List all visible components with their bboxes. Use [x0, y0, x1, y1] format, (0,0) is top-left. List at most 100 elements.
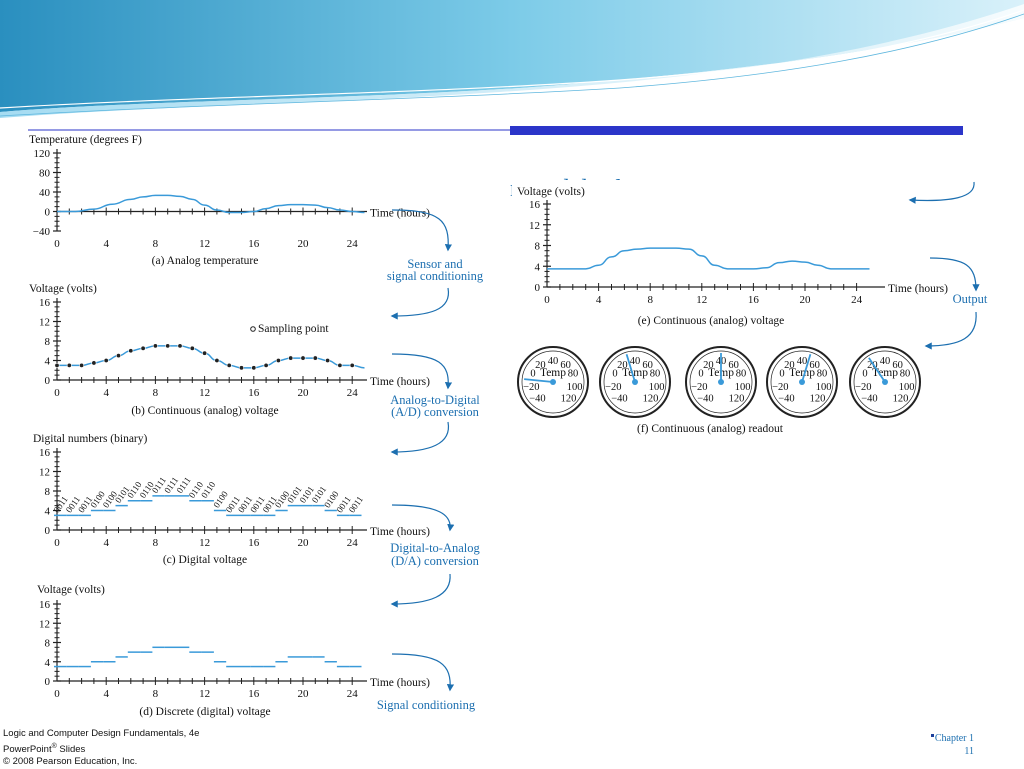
y-tick-label: 0 [45, 525, 51, 537]
x-tick-label: 0 [54, 688, 60, 700]
sampling-point [116, 353, 122, 359]
x-tick-label: 24 [347, 537, 359, 549]
sampling-point [349, 362, 355, 368]
panel-caption: (d) Discrete (digital) voltage [139, 706, 270, 718]
y-tick-label: 4 [45, 506, 51, 518]
chapter-label-text: Chapter 1 [934, 733, 974, 744]
gauge-scale-label: 100 [567, 382, 583, 393]
gauge-needle [801, 353, 812, 383]
x-tick-label: 12 [199, 387, 210, 399]
y-tick-label: 16 [529, 199, 541, 211]
gauge-scale-label: 80 [900, 369, 911, 380]
y-tick-label: 40 [39, 187, 51, 199]
flow-label: Signal conditioning [377, 698, 476, 712]
gauge-scale-label: 40 [880, 356, 891, 367]
x-tick-label: 24 [347, 387, 359, 399]
sampling-point [275, 357, 281, 363]
title-rule-bar [510, 126, 963, 135]
flow-arrow [391, 653, 455, 692]
panel-caption: (a) Analog temperature [152, 255, 259, 267]
panel-e-background [512, 180, 998, 438]
footer-copyright: © 2008 Pearson Education, Inc. [3, 756, 138, 768]
gauge-scale-label: 80 [568, 369, 579, 380]
x-tick-label: 8 [153, 537, 159, 549]
x-tick-label: 16 [248, 537, 260, 549]
x-tick-label: 4 [596, 294, 602, 306]
chart-c: 16 12 8 4 00 4 8 12 16 20 24 Time (hours) Digital nu… [33, 433, 430, 566]
gauge-scale-label: 20 [535, 360, 546, 371]
legend-sampling-point-label: Sampling point [258, 323, 329, 335]
x-tick-label: 24 [347, 238, 359, 250]
sampling-point [128, 348, 134, 354]
gauge-temp-label: Temp [789, 367, 815, 379]
panel-caption: (c) Digital voltage [163, 554, 247, 566]
x-axis-label: Time (hours) [370, 677, 430, 689]
x-tick-label: 16 [248, 238, 260, 250]
chart-b: 16 12 8 4 00 4 8 12 16 20 24 Time (hours) Voltage (v… [29, 283, 430, 417]
y-axis-label: Voltage (volts) [37, 584, 105, 596]
chart-d: 16 12 8 4 00 4 8 12 16 20 24 Time (hours) Voltage (v… [37, 584, 430, 718]
flow-arrow [391, 504, 455, 532]
sampling-point [140, 345, 146, 351]
gauge-scale-label: −40 [697, 394, 713, 405]
gauge-scale-label: 60 [728, 360, 739, 371]
flow-arrow [391, 209, 452, 252]
x-tick-label: 20 [298, 688, 310, 700]
gauge-inner-ring [770, 350, 834, 414]
gauge-scale-label: 60 [560, 360, 571, 371]
gauge-needle [868, 357, 886, 383]
gauge-needle [524, 378, 554, 383]
footer-book-title: Logic and Computer Design Fundamentals, … [3, 728, 200, 739]
gauge-scale-label: −20 [855, 382, 871, 393]
y-tick-label: 120 [34, 148, 51, 160]
gauge-scale-label: 0 [612, 369, 617, 380]
series-line [57, 194, 365, 214]
sampling-point [152, 343, 158, 349]
x-tick-label: 0 [54, 238, 60, 250]
gauge-scale-label: 100 [649, 382, 665, 393]
gauge-scale-label: 40 [797, 356, 808, 367]
x-tick-label: 12 [696, 294, 707, 306]
gauge-scale-label: 100 [735, 382, 751, 393]
gauge-inner-ring [521, 350, 585, 414]
gauge-scale-label: 40 [630, 356, 641, 367]
x-tick-label: 12 [199, 688, 210, 700]
y-tick-label: 12 [529, 220, 540, 232]
sampling-point [239, 365, 245, 371]
gauge-scale-label: 60 [642, 360, 653, 371]
gauge-scale-label: 40 [548, 356, 559, 367]
gauge-scale-label: 80 [817, 369, 828, 380]
gauge-needle [625, 353, 636, 383]
x-tick-label: 8 [153, 238, 159, 250]
gauge-temp-label: Temp [540, 367, 566, 379]
gauge-hub [550, 379, 556, 385]
gauge-scale-label: 20 [703, 360, 714, 371]
flow-label: (A/D) conversion [391, 405, 480, 419]
sampling-point [312, 355, 318, 361]
sampling-point [263, 362, 269, 368]
y-tick-label: 8 [45, 638, 51, 650]
y-tick-label: 16 [39, 599, 51, 611]
footer-registered-mark: ® [51, 742, 57, 750]
sampling-point [103, 357, 109, 363]
x-axis-label: Time (hours) [370, 376, 430, 388]
gauge-scale-label: −20 [772, 382, 788, 393]
x-tick-label: 4 [103, 688, 109, 700]
gauge-scale-label: 60 [892, 360, 903, 371]
flow-arrow [391, 353, 453, 390]
sampling-point [300, 355, 306, 361]
gauge-scale-label: 100 [899, 382, 915, 393]
y-tick-label: −40 [33, 226, 51, 238]
flow-arrow [390, 573, 451, 608]
x-tick-label: 0 [54, 387, 60, 399]
y-tick-label: 0 [535, 282, 541, 294]
gauge-scale-label: 0 [530, 369, 535, 380]
gauge-scale-label: 120 [643, 394, 659, 405]
y-tick-label: 12 [39, 317, 50, 329]
series-line [57, 345, 365, 369]
x-tick-label: 24 [347, 688, 359, 700]
